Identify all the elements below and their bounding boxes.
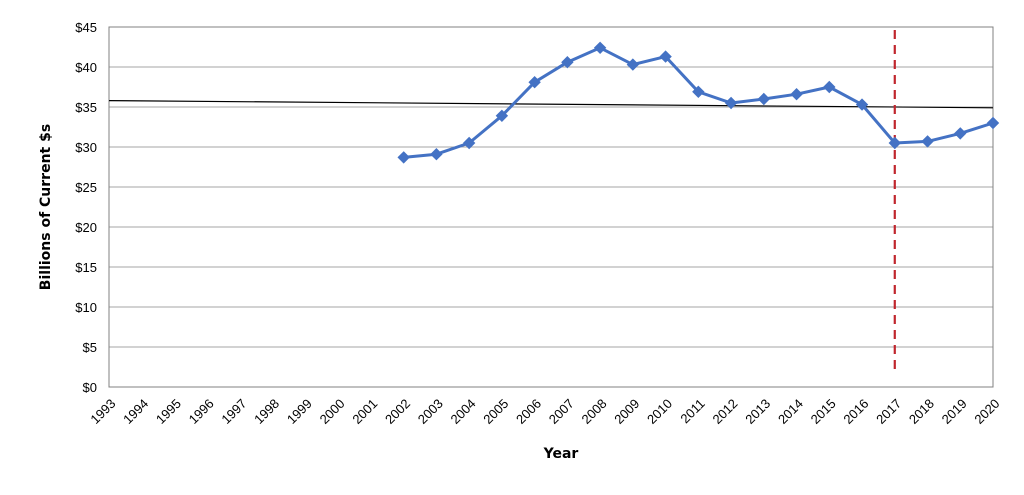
y-tick-label: $0 <box>83 380 97 395</box>
data-point <box>495 109 509 123</box>
x-tick-label: 2000 <box>317 396 348 427</box>
y-tick-label: $10 <box>75 300 97 315</box>
y-tick-label: $35 <box>75 100 97 115</box>
x-tick-label: 1996 <box>186 396 217 427</box>
y-tick-label: $15 <box>75 260 97 275</box>
x-tick-label: 2011 <box>677 396 707 426</box>
data-point <box>593 41 607 55</box>
data-point <box>855 98 869 111</box>
data-point <box>954 127 967 140</box>
x-tick-label: 1995 <box>153 396 184 427</box>
x-tick-label: 2015 <box>808 396 839 427</box>
data-point <box>692 85 705 99</box>
data-point <box>921 135 934 148</box>
data-point <box>724 96 738 110</box>
x-tick-label: 1999 <box>284 396 315 427</box>
y-tick-label: $25 <box>75 180 97 195</box>
y-axis-ticks: $0 $5 $10 $15 $20 $25 $30 $35 $40 $45 <box>75 20 97 395</box>
data-point <box>397 151 410 164</box>
data-point <box>626 58 640 71</box>
gridlines <box>109 26 993 388</box>
x-tick-label: 2010 <box>644 396 675 427</box>
x-tick-label: 2013 <box>742 396 773 427</box>
data-point <box>462 136 476 150</box>
x-tick-label: 2003 <box>415 396 446 427</box>
x-tick-label: 2019 <box>939 396 970 427</box>
data-point <box>888 136 901 150</box>
x-tick-label: 1997 <box>218 396 249 427</box>
trendline-layer <box>108 100 994 109</box>
x-axis-title: Year <box>543 446 579 462</box>
y-axis-title: Billions of Current $s <box>38 124 54 290</box>
x-tick-label: 2004 <box>448 396 479 427</box>
plot-area-border <box>108 26 994 388</box>
data-point <box>528 75 541 89</box>
series-line <box>403 46 994 159</box>
x-tick-label: 2001 <box>349 396 380 427</box>
x-tick-label: 2009 <box>611 396 642 427</box>
x-tick-label: 2016 <box>840 396 871 427</box>
x-tick-label: 1998 <box>251 396 282 427</box>
y-tick-label: $45 <box>75 20 97 35</box>
data-point <box>430 147 443 161</box>
y-tick-label: $5 <box>83 340 97 355</box>
x-tick-label: 2017 <box>873 396 904 427</box>
trendline <box>108 100 994 109</box>
data-point <box>790 87 803 101</box>
x-tick-label: 2020 <box>971 396 1002 427</box>
x-tick-label: 2014 <box>775 396 806 427</box>
data-point <box>823 80 836 94</box>
x-tick-label: 2005 <box>480 396 511 427</box>
data-point <box>757 92 771 106</box>
data-point <box>659 50 672 63</box>
x-axis-ticks: 1993 1994 1995 1996 1997 1998 1999 2000 2001 2002… <box>87 396 1002 427</box>
x-tick-label: 1994 <box>120 396 151 427</box>
y-tick-label: $20 <box>75 220 97 235</box>
y-tick-label: $30 <box>75 140 97 155</box>
x-tick-label: 2008 <box>579 396 610 427</box>
series-layer <box>397 41 1000 164</box>
x-tick-label: 2018 <box>906 396 937 427</box>
data-point <box>986 116 1000 130</box>
data-point <box>561 55 574 69</box>
y-tick-label: $40 <box>75 60 97 75</box>
x-tick-label: 2002 <box>382 396 413 427</box>
x-tick-label: 2012 <box>709 396 740 427</box>
x-tick-label: 2007 <box>546 396 577 427</box>
x-tick-label: 1993 <box>87 396 118 427</box>
x-tick-label: 2006 <box>513 396 544 427</box>
